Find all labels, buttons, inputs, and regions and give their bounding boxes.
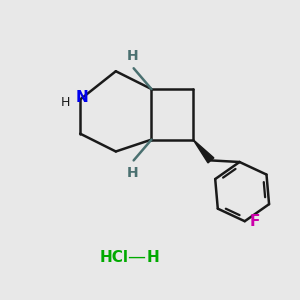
Polygon shape <box>193 140 214 163</box>
Text: H: H <box>126 49 138 63</box>
Text: N: N <box>75 91 88 106</box>
Text: H: H <box>126 166 138 180</box>
Text: H: H <box>61 96 70 109</box>
Text: F: F <box>250 214 260 229</box>
Text: —: — <box>128 248 146 266</box>
Text: HCl: HCl <box>100 250 129 265</box>
Text: H: H <box>147 250 159 265</box>
